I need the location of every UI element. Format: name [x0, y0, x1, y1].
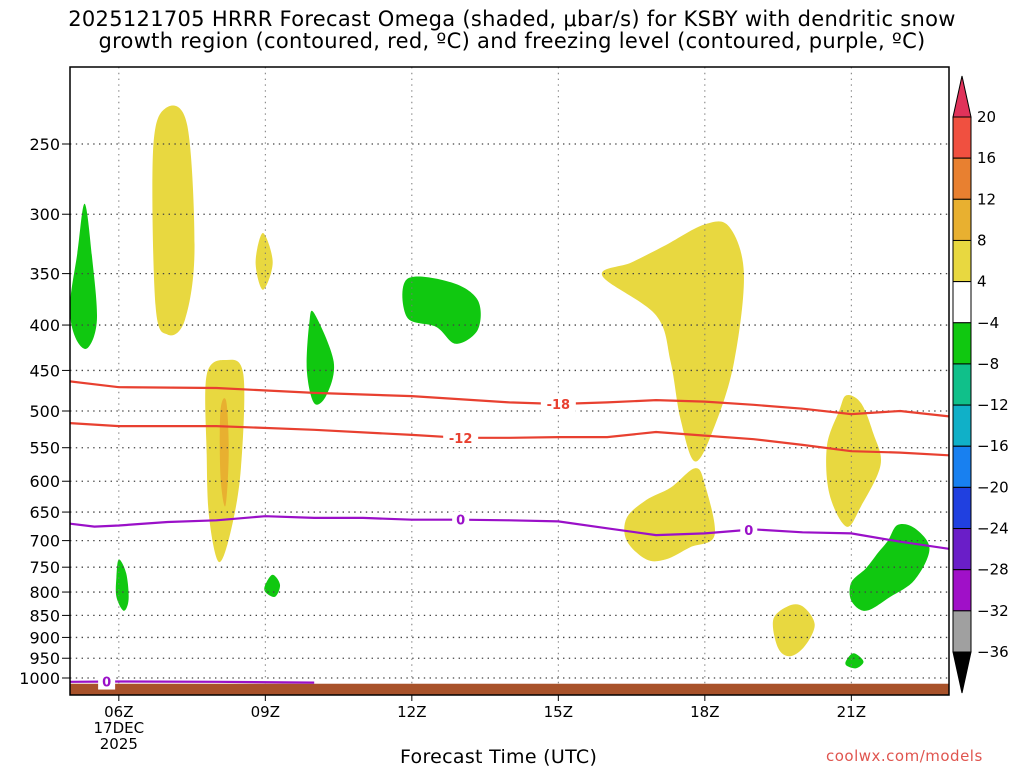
colorbar-box-10: [952, 486, 972, 530]
terrain: [70, 683, 949, 695]
omega-region-7: [402, 276, 481, 344]
colorbar-label-7: −12: [977, 396, 1009, 414]
y-axis: 250 300 350 400 450 500 550 600 650 700 750 800 850 9…: [19, 135, 70, 688]
terrain-band: [70, 683, 949, 695]
isotherm-line-1: [70, 380, 949, 418]
y-tick-label-500: 500: [29, 402, 60, 421]
y-tick-label-400: 400: [29, 316, 60, 335]
isotherm-extra-label-1: 0: [744, 524, 753, 539]
omega-region-6: [306, 310, 335, 405]
omega-region-2: [152, 105, 195, 336]
colorbar-box-13: [952, 610, 972, 653]
omega-region-14: [264, 574, 281, 598]
isotherm-label-2: -12: [449, 432, 473, 447]
y-tick-label-350: 350: [29, 265, 60, 284]
chart-title-line2: growth region (contoured, red, ºC) and f…: [98, 29, 926, 53]
y-tick-label-250: 250: [29, 135, 60, 154]
colorbar-label-11: −28: [977, 561, 1009, 579]
omega-region-12: [772, 604, 815, 657]
y-tick-label-650: 650: [29, 503, 60, 522]
colorbar-box-1: [952, 116, 972, 159]
colorbar-label-8: −16: [977, 437, 1009, 455]
colorbar-box-5: [952, 281, 972, 324]
colorbar-label-0: 20: [977, 108, 996, 126]
x-year-label: 2025: [100, 735, 138, 753]
colorbar-box-9: [952, 445, 972, 488]
x-axis-title: Forecast Time (UTC): [400, 746, 598, 768]
isotherm-label-4-bg: [98, 673, 116, 690]
colorbar-label-3: 8: [977, 231, 987, 249]
colorbar: 20 16 12 8 4 −4 −8 −12 −16 −20 −24 −28 −32 −36: [952, 75, 1009, 694]
colorbar-label-9: −20: [977, 478, 1009, 496]
credit-link[interactable]: coolwx.com/models: [826, 747, 983, 765]
colorbar-box-7: [952, 363, 972, 406]
y-tick-label-750: 750: [29, 558, 60, 577]
colorbar-label-2: 12: [977, 190, 996, 208]
x-date-label: 17DEC: [94, 719, 145, 737]
isotherm-contours: -18 -12 0 0 0: [70, 380, 949, 691]
y-tick-label-850: 850: [29, 606, 60, 625]
isotherm-label-2-bg: [443, 429, 479, 446]
y-tick-label-1000: 1000: [19, 669, 60, 688]
colorbar-box-6: [952, 322, 972, 365]
isotherm-line-4: [70, 680, 315, 684]
y-tick-label-800: 800: [29, 583, 60, 602]
colorbar-box-12: [952, 569, 972, 612]
colorbar-box-3: [952, 198, 972, 241]
omega-region-15: [845, 653, 864, 669]
plot-border: [69, 66, 950, 696]
x-tick-label-15Z: 15Z: [544, 703, 573, 721]
isotherm-label-3: 0: [456, 514, 465, 529]
y-tick-label-600: 600: [29, 472, 60, 491]
colorbar-label-10: −24: [977, 520, 1009, 538]
isotherm-line-2: [70, 422, 949, 457]
grid-lines: [70, 67, 949, 695]
y-tick-label-900: 900: [29, 628, 60, 647]
plot-frame: [69, 66, 950, 696]
omega-region-11: [826, 394, 882, 527]
omega-region-5: [255, 233, 273, 290]
isotherm-label-4: 0: [102, 676, 111, 691]
omega-region-1: [70, 203, 98, 349]
colorbar-box-4: [952, 239, 972, 283]
isotherm-extra-label-1-bg: [740, 521, 758, 538]
x-tick-label-09Z: 09Z: [251, 703, 280, 721]
x-tick-label-21Z: 21Z: [837, 703, 866, 721]
x-tick-label-06Z: 06Z: [104, 703, 133, 721]
y-tick-label-450: 450: [29, 361, 60, 380]
y-tick-label-300: 300: [29, 205, 60, 224]
y-tick-label-950: 950: [29, 649, 60, 668]
omega-shading: [70, 105, 930, 669]
colorbar-label-5: −4: [977, 314, 999, 332]
colorbar-label-13: −36: [977, 643, 1009, 661]
omega-region-8: [601, 221, 744, 462]
colorbar-box-11: [952, 528, 972, 571]
colorbar-label-1: 16: [977, 149, 996, 167]
isotherm-label-1-bg: [540, 396, 576, 413]
colorbar-box-2: [952, 157, 972, 200]
isotherm-label-3-bg: [452, 511, 470, 528]
colorbar-label-4: 4: [977, 273, 987, 291]
chart-title-line1: 2025121705 HRRR Forecast Omega (shaded, …: [68, 7, 956, 31]
isotherm-label-1: -18: [547, 398, 571, 413]
x-tick-label-18Z: 18Z: [690, 703, 719, 721]
colorbar-box-8: [952, 404, 972, 447]
colorbar-bottom-arrow: [952, 651, 972, 694]
y-tick-label-550: 550: [29, 439, 60, 458]
colorbar-label-12: −32: [977, 602, 1009, 620]
omega-region-10: [849, 523, 930, 611]
colorbar-label-6: −8: [977, 355, 999, 373]
chart-title: 2025121705 HRRR Forecast Omega (shaded, …: [0, 8, 1024, 52]
y-tick-label-700: 700: [29, 532, 60, 551]
isotherm-line-3: [70, 515, 949, 550]
x-tick-label-12Z: 12Z: [397, 703, 426, 721]
omega-region-9: [624, 468, 716, 562]
colorbar-top-arrow: [952, 75, 972, 118]
